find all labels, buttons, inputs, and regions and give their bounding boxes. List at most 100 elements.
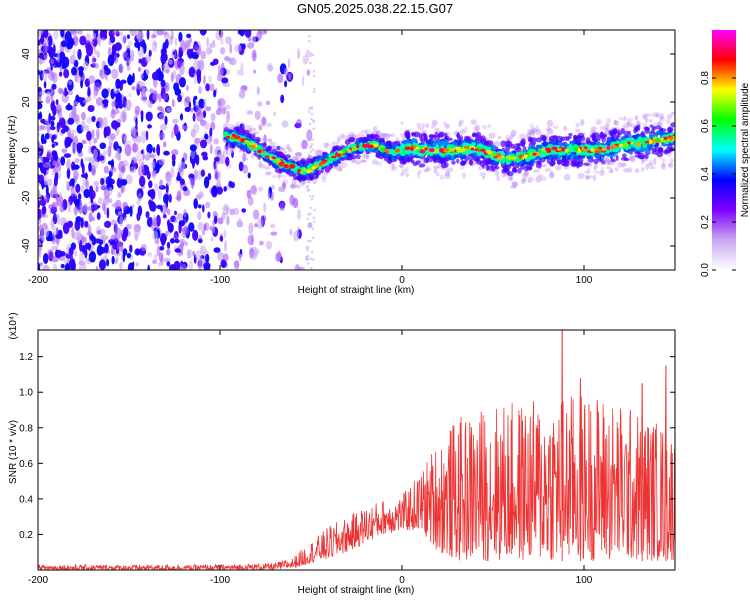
ridge-blob bbox=[537, 144, 542, 149]
ridge-blob bbox=[608, 169, 614, 174]
ridge-blob bbox=[546, 126, 552, 132]
noise-blob bbox=[310, 251, 314, 254]
noise-blob bbox=[72, 49, 77, 56]
noise-blob bbox=[82, 236, 88, 245]
noise-blob bbox=[94, 62, 100, 69]
ridge-core-blob bbox=[557, 148, 562, 151]
ridge-blob bbox=[500, 140, 507, 148]
ridge-core-blob bbox=[492, 152, 497, 157]
noise-blob bbox=[134, 105, 141, 115]
ridge-blob bbox=[623, 116, 627, 121]
noise-blob bbox=[167, 222, 174, 233]
noise-blob bbox=[221, 106, 227, 115]
noise-blob bbox=[239, 248, 243, 255]
ridge-blob bbox=[459, 119, 464, 124]
noise-blob bbox=[307, 110, 311, 114]
noise-blob bbox=[170, 167, 175, 178]
noise-blob bbox=[48, 112, 52, 124]
noise-blob bbox=[50, 59, 54, 65]
noise-blob bbox=[195, 106, 202, 117]
ridge-blob bbox=[282, 147, 287, 151]
noise-blob bbox=[60, 156, 66, 166]
noise-blob bbox=[79, 35, 87, 46]
noise-blob bbox=[308, 122, 312, 126]
noise-blob bbox=[38, 218, 42, 225]
noise-blob bbox=[95, 97, 104, 106]
noise-blob bbox=[86, 117, 92, 125]
ridge-blob bbox=[605, 156, 610, 162]
noise-blob bbox=[91, 55, 96, 67]
noise-blob bbox=[87, 224, 92, 237]
noise-blob bbox=[157, 188, 162, 200]
ridge-blob bbox=[548, 143, 553, 149]
noise-blob bbox=[84, 172, 88, 180]
ridge-blob bbox=[425, 168, 432, 172]
noise-blob bbox=[209, 144, 213, 155]
noise-blob bbox=[147, 124, 152, 129]
noise-blob bbox=[280, 94, 285, 104]
ridge-core-blob bbox=[523, 154, 529, 159]
ridge-blob bbox=[639, 138, 645, 142]
ridge-blob bbox=[421, 123, 425, 130]
x-tick-label: -100 bbox=[210, 575, 230, 586]
noise-blob bbox=[209, 127, 213, 137]
snr-y-multiplier: (x10⁴) bbox=[8, 312, 19, 339]
noise-blob bbox=[277, 73, 284, 84]
ridge-blob bbox=[480, 144, 485, 150]
noise-blob bbox=[196, 72, 202, 84]
ridge-blob bbox=[458, 121, 463, 128]
ridge-blob bbox=[635, 114, 639, 121]
ridge-core-blob bbox=[335, 153, 342, 158]
noise-blob bbox=[68, 80, 72, 85]
noise-blob bbox=[187, 54, 193, 59]
noise-blob bbox=[70, 185, 75, 197]
noise-blob bbox=[109, 166, 117, 173]
noise-blob bbox=[237, 30, 244, 35]
noise-blob bbox=[310, 198, 314, 201]
ridge-blob bbox=[590, 126, 597, 132]
noise-blob bbox=[50, 120, 55, 127]
noise-blob bbox=[309, 195, 312, 198]
noise-blob bbox=[55, 99, 59, 106]
noise-blob bbox=[306, 49, 310, 53]
noise-blob bbox=[60, 30, 65, 38]
ridge-blob bbox=[297, 154, 302, 160]
noise-blob bbox=[44, 133, 50, 140]
noise-blob bbox=[106, 258, 110, 267]
ridge-blob bbox=[511, 181, 518, 188]
noise-blob bbox=[232, 207, 240, 216]
ridge-blob bbox=[287, 147, 292, 152]
ridge-core-blob bbox=[518, 154, 523, 160]
ridge-blob bbox=[401, 168, 407, 175]
noise-blob bbox=[309, 145, 313, 148]
ridge-blob bbox=[497, 135, 502, 140]
ridge-blob bbox=[585, 174, 589, 181]
ridge-blob bbox=[358, 131, 364, 137]
ridge-blob bbox=[655, 112, 660, 118]
noise-blob bbox=[110, 133, 116, 141]
noise-blob bbox=[172, 118, 179, 124]
ridge-blob bbox=[461, 160, 467, 165]
ridge-core-blob bbox=[248, 142, 255, 146]
noise-blob bbox=[125, 57, 131, 67]
noise-blob bbox=[186, 249, 191, 259]
ridge-blob bbox=[242, 157, 249, 161]
noise-blob bbox=[87, 145, 92, 155]
noise-blob bbox=[137, 67, 142, 72]
ridge-blob bbox=[321, 175, 327, 180]
noise-blob bbox=[309, 150, 313, 153]
ridge-blob bbox=[670, 122, 675, 128]
noise-blob bbox=[176, 213, 184, 220]
noise-blob bbox=[81, 139, 87, 145]
noise-blob bbox=[122, 250, 126, 263]
ridge-blob bbox=[288, 147, 293, 153]
ridge-blob bbox=[293, 183, 298, 188]
ridge-blob bbox=[459, 165, 465, 170]
noise-blob bbox=[126, 66, 131, 71]
noise-blob bbox=[43, 54, 48, 60]
ridge-blob bbox=[593, 170, 600, 174]
noise-blob bbox=[163, 150, 170, 156]
noise-blob bbox=[192, 250, 195, 257]
noise-blob bbox=[43, 138, 47, 144]
